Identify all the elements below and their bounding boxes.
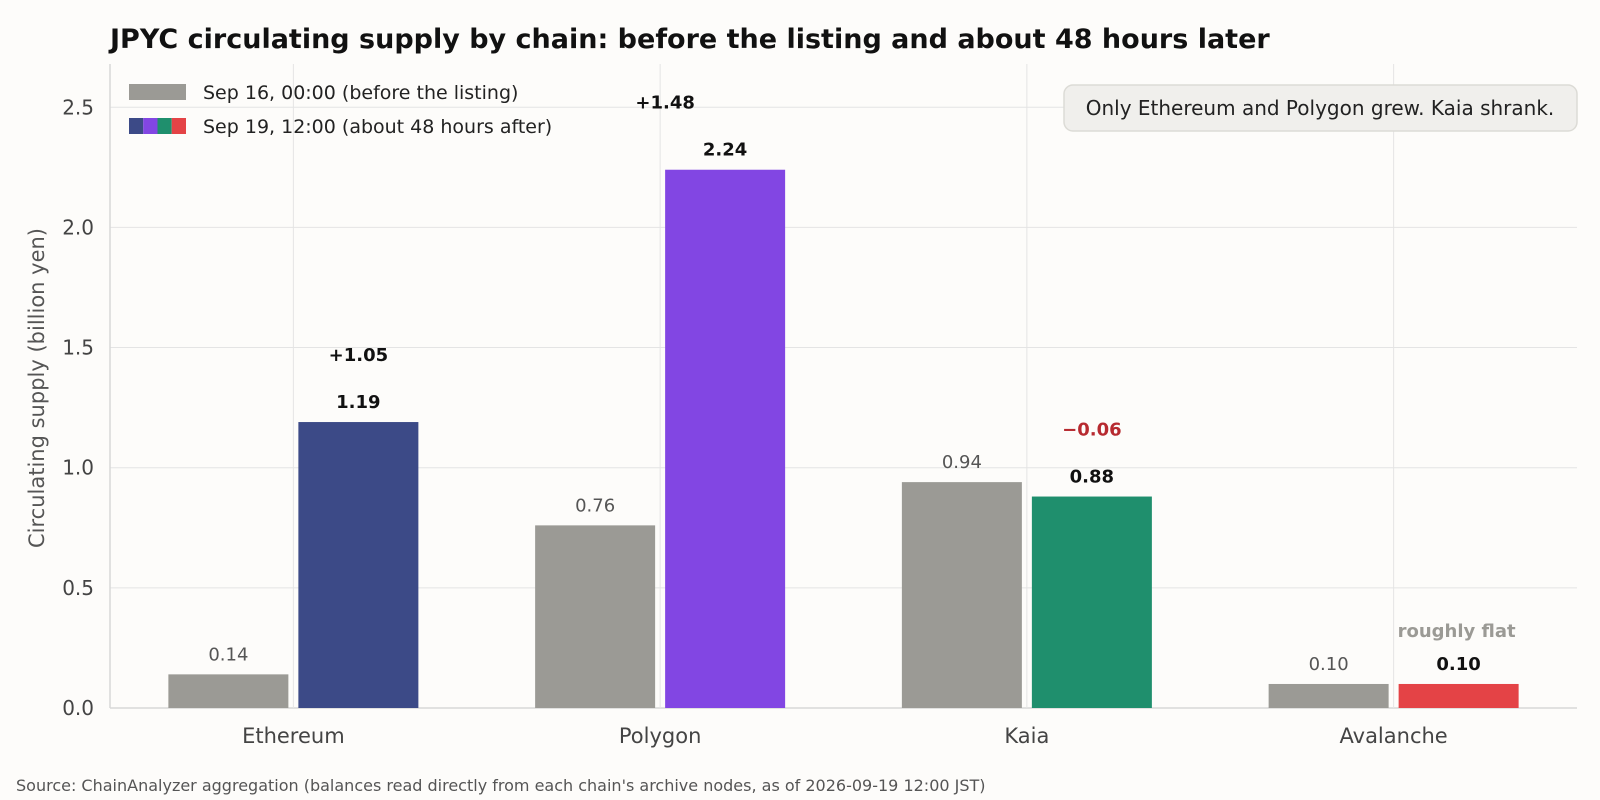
data-label-before: 0.10 [1309, 654, 1349, 675]
y-tick-label: 0.0 [62, 696, 94, 720]
legend-swatch-after-kaia [157, 118, 172, 134]
change-label: −0.06 [1062, 420, 1122, 441]
y-tick-label: 1.5 [62, 336, 94, 360]
bar-after [665, 169, 786, 709]
legend-swatch-after-avalanche [171, 118, 186, 134]
y-axis-label: Circulating supply (billion yen) [25, 228, 49, 548]
y-tick-label: 0.5 [62, 576, 94, 600]
bar-after [298, 422, 419, 708]
data-label-before: 0.76 [575, 495, 615, 516]
bar-after [1398, 683, 1519, 708]
legend-label-before: Sep 16, 00:00 (before the listing) [203, 82, 518, 104]
y-tick-label: 2.0 [62, 215, 94, 239]
data-label-after: 0.88 [1070, 467, 1114, 488]
y-tick-label: 2.5 [62, 95, 94, 119]
annotation-text: Only Ethereum and Polygon grew. Kaia shr… [1086, 96, 1555, 120]
chart-title: JPYC circulating supply by chain: before… [108, 24, 1270, 55]
legend-swatch-after [129, 118, 186, 134]
change-label: roughly flat [1398, 621, 1516, 642]
x-tick-label: Avalanche [1340, 724, 1448, 748]
legend-swatch-after-polygon [143, 118, 158, 134]
bar-before [535, 525, 656, 708]
bar-before [1268, 683, 1389, 708]
bar-before [901, 482, 1022, 708]
data-label-after: 0.10 [1436, 654, 1480, 675]
data-label-after: 2.24 [703, 140, 747, 161]
data-label-before: 0.94 [942, 452, 982, 473]
source-note: Source: ChainAnalyzer aggregation (balan… [16, 776, 986, 795]
legend: Sep 16, 00:00 (before the listing) Sep 1… [129, 82, 552, 138]
x-tick-label: Polygon [619, 724, 702, 748]
annotation-box: Only Ethereum and Polygon grew. Kaia shr… [1063, 84, 1578, 132]
x-tick-label: Kaia [1004, 724, 1049, 748]
label-layer: 0.0 0.5 1.0 1.5 2.0 2.5 Ethereum 0.14 1.19 +1.05 P… [62, 93, 1516, 748]
x-tick-label: Ethereum [242, 724, 345, 748]
data-label-after: 1.19 [336, 392, 380, 413]
bar-before [168, 674, 289, 708]
bar-layer [168, 169, 1519, 709]
y-tick-label: 1.0 [62, 456, 94, 480]
change-label: +1.48 [635, 93, 695, 114]
legend-swatch-after-ethereum [129, 118, 144, 134]
bar-after [1031, 496, 1152, 708]
legend-swatch-before [129, 84, 186, 100]
legend-label-after: Sep 19, 12:00 (about 48 hours after) [203, 116, 552, 138]
change-label: +1.05 [329, 345, 389, 366]
annotation-box-frame [1063, 84, 1578, 132]
data-label-before: 0.14 [208, 644, 248, 665]
